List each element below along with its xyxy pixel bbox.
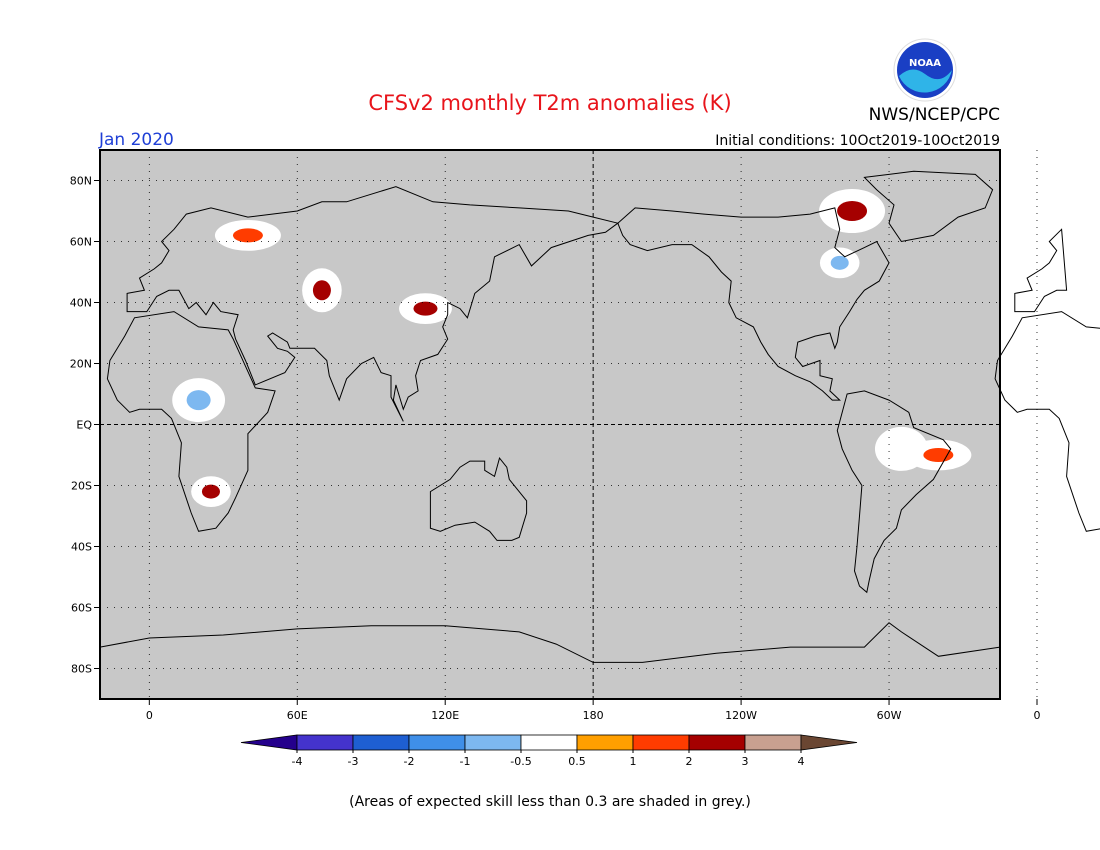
colorbar-label: -3 bbox=[348, 755, 359, 768]
south-america-outline bbox=[836, 390, 952, 594]
anomaly-patch bbox=[186, 390, 211, 411]
eurasia-outline bbox=[126, 186, 619, 422]
colorbar-swatch bbox=[408, 734, 466, 751]
longitude-labels: 0 60E 120E 180 120W 60W 0 bbox=[146, 709, 1041, 722]
africa-outline-wrap bbox=[994, 311, 1100, 532]
colorbar-label: 0.5 bbox=[568, 755, 586, 768]
lon-label: 60W bbox=[877, 709, 902, 722]
coastlines bbox=[99, 170, 1100, 663]
lat-label: 40S bbox=[71, 541, 92, 554]
latitude-labels: 80N 60N 40N 20N EQ 20S 40S 60S 80S bbox=[70, 175, 93, 676]
colorbar-arrow-high bbox=[800, 734, 858, 751]
lat-label: EQ bbox=[76, 419, 92, 432]
africa-outline bbox=[106, 311, 276, 532]
colorbar-label: -2 bbox=[404, 755, 415, 768]
gridlines bbox=[94, 150, 1038, 705]
lat-label: 20N bbox=[70, 358, 92, 371]
colorbar-label: 4 bbox=[798, 755, 805, 768]
noaa-logo-text: NOAA bbox=[909, 58, 941, 69]
lat-label: 40N bbox=[70, 297, 92, 310]
anomaly-shading bbox=[172, 189, 972, 507]
agency-label: NWS/NCEP/CPC bbox=[869, 105, 1000, 125]
colorbar-arrow-low bbox=[240, 734, 298, 751]
map-panel: 80N 60N 40N 20N EQ 20S 40S 60S 80S 0 60E 120E 180 12… bbox=[70, 149, 1100, 722]
colorbar-swatch bbox=[520, 734, 578, 751]
initial-conditions: Initial conditions: 10Oct2019-10Oct2019 bbox=[715, 133, 1000, 149]
lon-label: 0 bbox=[1033, 709, 1040, 722]
anomaly-patch bbox=[201, 484, 220, 499]
lat-label: 80N bbox=[70, 175, 92, 188]
colorbar-label: 2 bbox=[686, 755, 693, 768]
lon-label: 180 bbox=[583, 709, 604, 722]
footnote: (Areas of expected skill less than 0.3 a… bbox=[349, 794, 751, 810]
colorbar-label: 3 bbox=[742, 755, 749, 768]
colorbar-swatch bbox=[464, 734, 522, 751]
lat-label: 20S bbox=[71, 480, 92, 493]
lon-label: 120W bbox=[725, 709, 757, 722]
colorbar-swatch bbox=[296, 734, 354, 751]
europe-outline-wrap bbox=[1014, 228, 1068, 313]
colorbar-swatch bbox=[744, 734, 802, 751]
lon-label: 0 bbox=[146, 709, 153, 722]
lon-label: 120E bbox=[431, 709, 459, 722]
colorbar-label: 1 bbox=[630, 755, 637, 768]
lat-label: 80S bbox=[71, 663, 92, 676]
map-border bbox=[99, 149, 1001, 700]
colorbar-swatch bbox=[632, 734, 690, 751]
noaa-logo: NOAA bbox=[893, 38, 957, 102]
anomaly-patch bbox=[830, 255, 849, 270]
colorbar-swatch bbox=[576, 734, 634, 751]
anomaly-patch bbox=[413, 301, 438, 316]
anomaly-patch bbox=[923, 448, 954, 462]
colorbar-swatch bbox=[352, 734, 410, 751]
colorbar-swatch bbox=[688, 734, 746, 751]
greenland-outline bbox=[863, 170, 994, 243]
anomaly-patch bbox=[312, 280, 331, 301]
lat-label: 60S bbox=[71, 602, 92, 615]
colorbar-label: -4 bbox=[292, 755, 303, 768]
anomaly-patch bbox=[837, 201, 868, 221]
lat-label: 60N bbox=[70, 236, 92, 249]
colorbar: -4 -3 -2 -1 -0.5 0.5 1 2 3 4 bbox=[240, 734, 858, 768]
colorbar-label: -0.5 bbox=[510, 755, 531, 768]
australia-outline bbox=[429, 457, 528, 541]
colorbar-label: -1 bbox=[460, 755, 471, 768]
period-label: Jan 2020 bbox=[98, 130, 174, 150]
chart-title: CFSv2 monthly T2m anomalies (K) bbox=[368, 91, 731, 115]
north-america-outline bbox=[617, 207, 890, 401]
lon-label: 60E bbox=[287, 709, 308, 722]
anomaly-patch bbox=[232, 228, 263, 243]
